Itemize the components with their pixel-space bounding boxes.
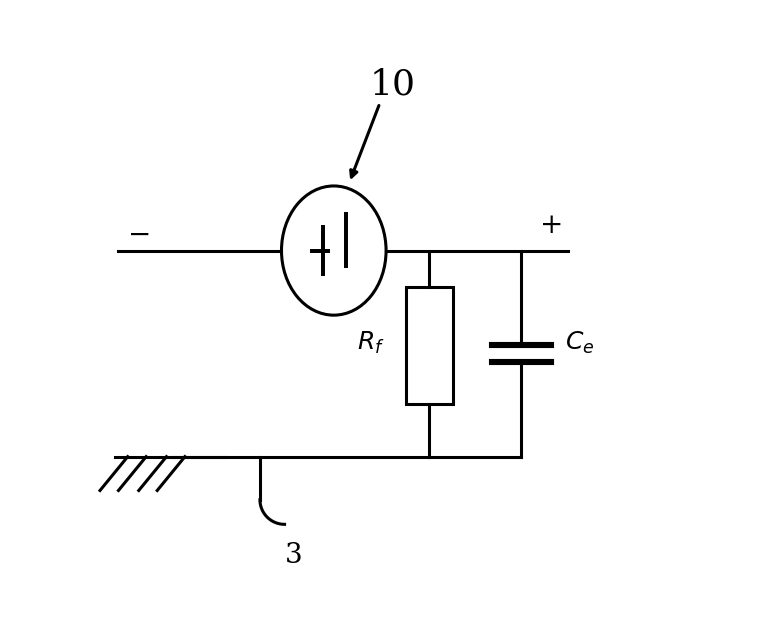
Text: +: + [541,213,564,239]
Text: −: − [129,222,152,248]
Bar [406,287,453,404]
Text: 3: 3 [285,541,303,569]
Text: $C_e$: $C_e$ [565,330,594,356]
Text: $R_f$: $R_f$ [357,330,385,356]
Text: 10: 10 [369,67,415,101]
